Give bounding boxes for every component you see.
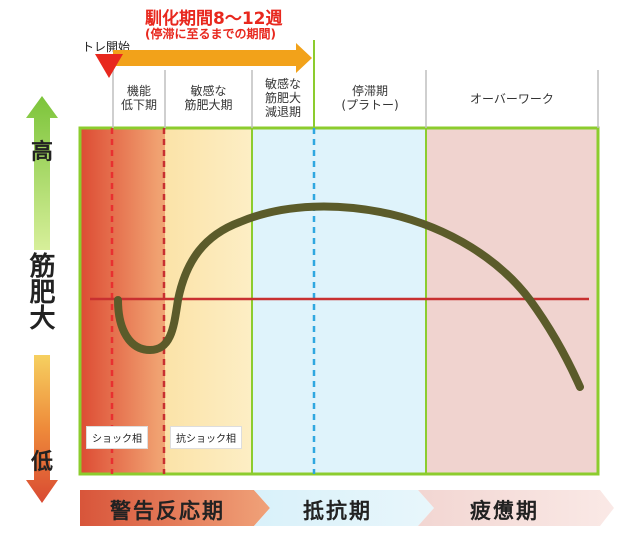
bottom-label-alarm: 警告反応期 [110, 499, 225, 523]
axis-label-high: 高 [30, 140, 53, 165]
axis-label-middle: 筋肥大 [25, 252, 55, 330]
chart-frame [78, 126, 600, 476]
band-alarm [80, 490, 270, 526]
phase-label-3: 敏感な 筋肥大 減退期 [264, 77, 301, 119]
phase-label-4: 停滞期 (プラトー) [341, 84, 399, 112]
start-marker [95, 54, 123, 78]
period-arrow [113, 43, 312, 73]
phase-label-1: 機能 低下期 [120, 84, 157, 112]
zone-decline [252, 128, 314, 474]
zone-plateau [314, 128, 426, 474]
header-subtitle: (停滞に至るまでの期間) [145, 27, 276, 41]
phase-label-5: オーバーワーク [470, 92, 554, 106]
bottom-label-exhaustion: 疲憊期 [470, 499, 539, 523]
axis-arrow-up [26, 96, 58, 250]
axis-arrow-down [26, 355, 58, 503]
header-title: 馴化期間8～12週 [145, 9, 283, 29]
band-resistance [254, 490, 434, 526]
axis-label-low: 低 [30, 450, 53, 475]
zone-overwork [426, 128, 598, 474]
band-exhaustion [418, 490, 614, 526]
shock-phase-box: ショック相 [86, 426, 148, 449]
anti-shock-phase-box: 抗ショック相 [170, 426, 242, 449]
hypertrophy-curve [114, 202, 584, 391]
phase-label-2: 敏感な 筋肥大期 [184, 84, 233, 112]
bottom-label-resistance: 抵抗期 [303, 499, 372, 523]
